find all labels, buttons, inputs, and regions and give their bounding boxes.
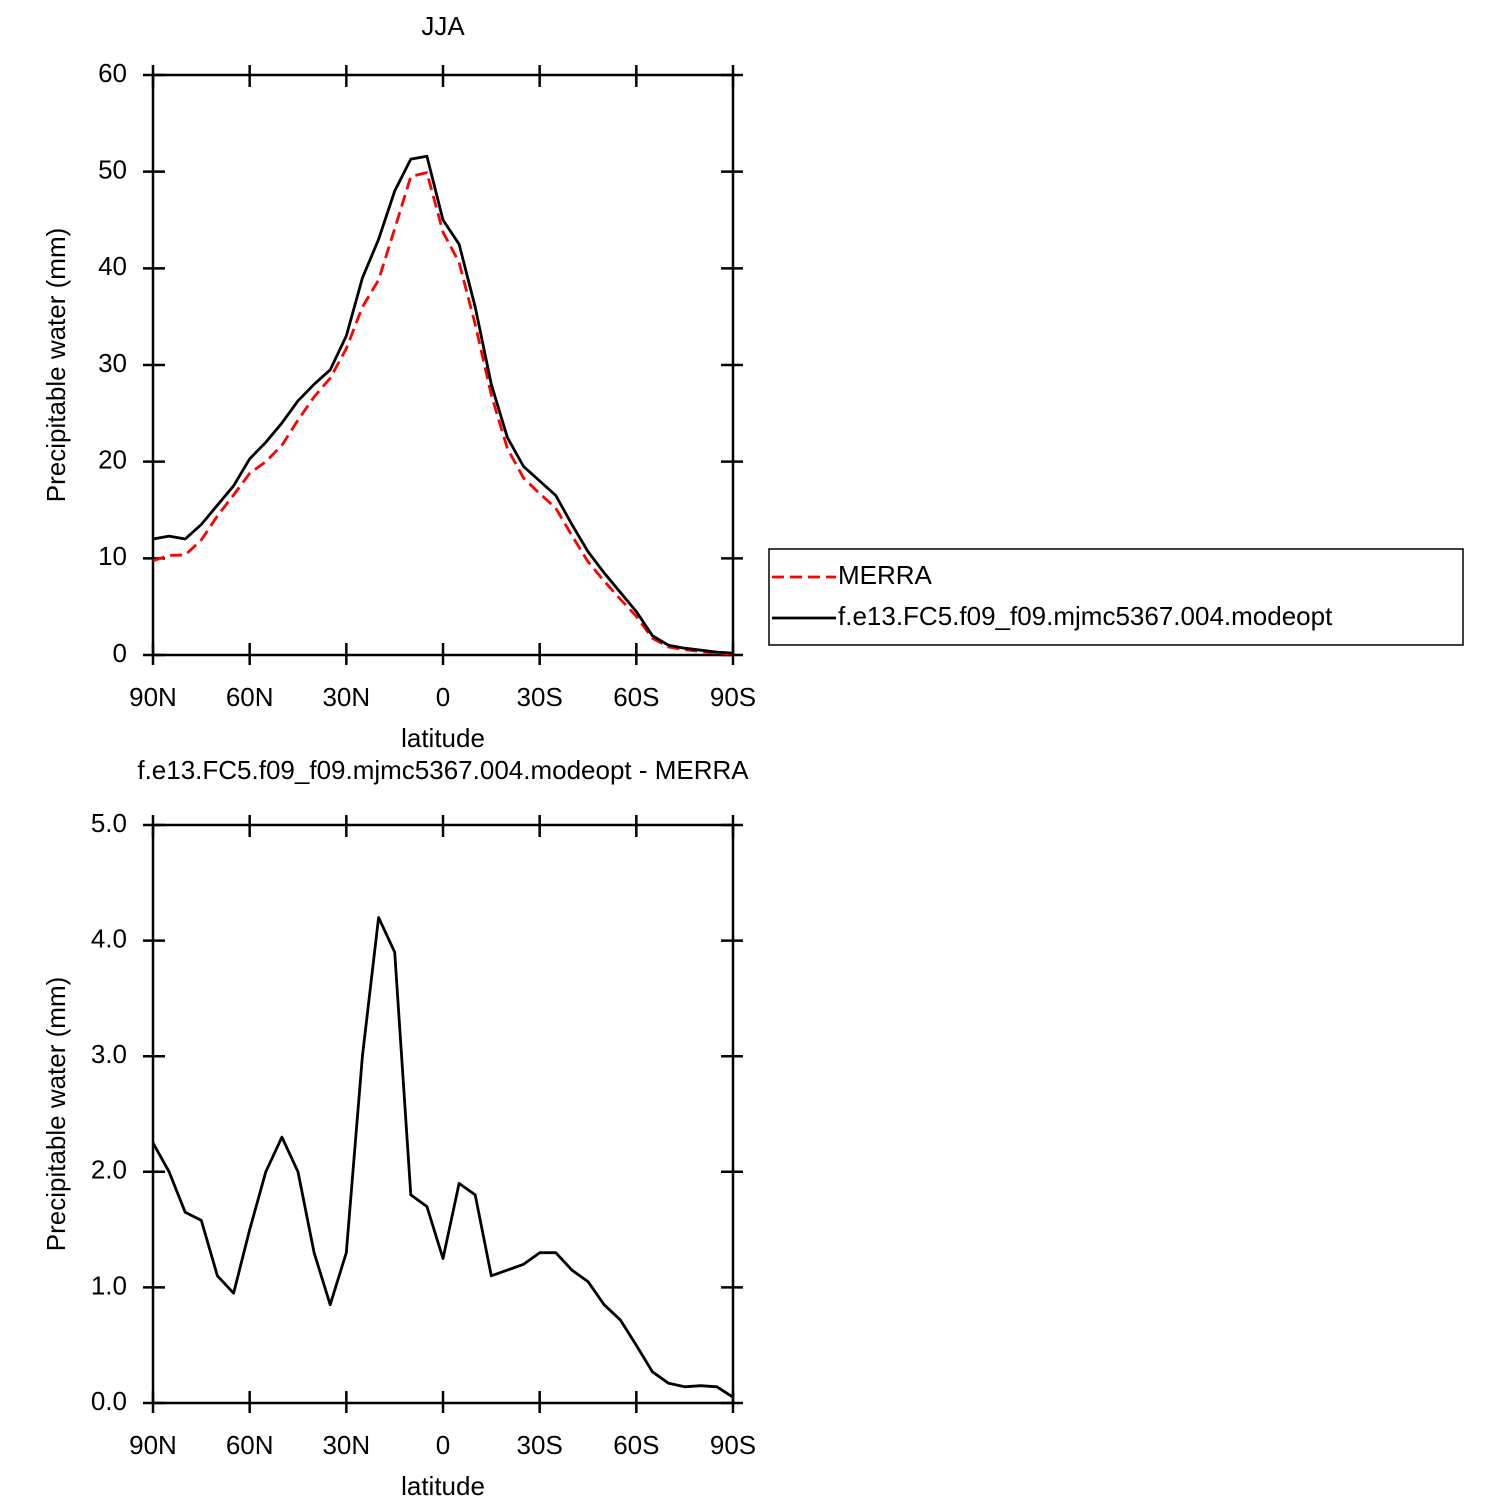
x-tick-label: 60S <box>613 682 659 712</box>
x-tick-label: 30S <box>517 682 563 712</box>
legend-label: f.e13.FC5.f09_f09.mjmc5367.004.modeopt <box>838 601 1333 631</box>
series-line <box>152 154 734 655</box>
y-tick-label: 0 <box>113 638 127 668</box>
y-tick-label: 30 <box>98 348 127 378</box>
x-tick-label: 0 <box>436 682 450 712</box>
chart-title: f.e13.FC5.f09_f09.mjmc5367.004.modeopt -… <box>137 755 749 785</box>
y-tick-label: 5.0 <box>91 808 127 838</box>
legend-box <box>768 548 1464 646</box>
y-axis-label: Precipitable water (mm) <box>41 977 71 1252</box>
y-tick-label: 3.0 <box>91 1039 127 1069</box>
y-tick-label: 0.0 <box>91 1386 127 1416</box>
y-tick-label: 60 <box>98 58 127 88</box>
x-tick-label: 30S <box>517 1430 563 1460</box>
x-tick-label: 60N <box>226 1430 274 1460</box>
x-tick-label: 60N <box>226 682 274 712</box>
x-axis-label: latitude <box>401 723 485 753</box>
legend-label: MERRA <box>838 560 933 590</box>
x-tick-label: 60S <box>613 1430 659 1460</box>
y-axis-label: Precipitable water (mm) <box>41 228 71 503</box>
x-tick-label: 90N <box>129 1430 177 1460</box>
x-tick-label: 90N <box>129 682 177 712</box>
series-line <box>152 171 733 655</box>
x-tick-label: 90S <box>710 682 756 712</box>
plot-frame <box>151 73 735 657</box>
y-tick-label: 4.0 <box>91 923 127 953</box>
chart-title: JJA <box>421 11 465 41</box>
x-tick-label: 90S <box>710 1430 756 1460</box>
y-tick-label: 2.0 <box>91 1155 127 1185</box>
x-tick-label: 30N <box>322 1430 370 1460</box>
x-tick-label: 0 <box>436 1430 450 1460</box>
y-tick-label: 20 <box>98 445 127 475</box>
x-tick-label: 30N <box>322 682 370 712</box>
y-tick-label: 50 <box>98 155 127 185</box>
y-tick-label: 1.0 <box>91 1270 127 1300</box>
series-line <box>151 916 734 1399</box>
y-tick-label: 10 <box>98 541 127 571</box>
x-axis-label: latitude <box>401 1471 485 1501</box>
y-tick-label: 40 <box>98 251 127 281</box>
plot-frame <box>151 823 735 1405</box>
